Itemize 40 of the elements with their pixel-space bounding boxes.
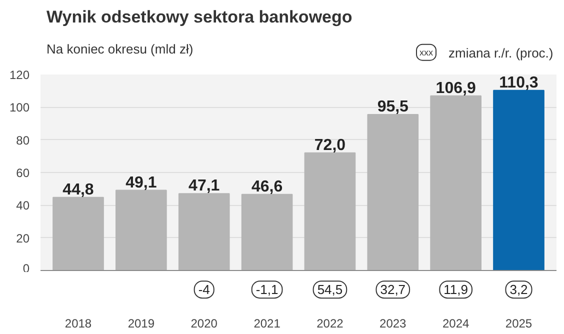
- x-tick-label: 2023: [380, 316, 407, 330]
- chart-subtitle: Na koniec okresu (mld zł): [46, 41, 194, 56]
- x-tick-label: 2022: [316, 316, 344, 330]
- bar: [430, 95, 482, 270]
- data-label: 95,5: [377, 98, 409, 116]
- x-tick-label: 2018: [64, 316, 92, 330]
- x-tick-label: 2019: [128, 316, 155, 330]
- bar: [241, 194, 293, 270]
- x-tick-label: 2025: [505, 316, 532, 330]
- text: 11,9: [444, 282, 468, 298]
- text: 32,7: [380, 282, 406, 298]
- y-tick-label: 20: [16, 231, 30, 246]
- data-label: 44,8: [62, 181, 94, 198]
- x-tick-label: 2020: [190, 316, 218, 330]
- y-tick-label: 120: [9, 68, 30, 82]
- x-tick-label: 2024: [442, 316, 470, 330]
- bar: [493, 90, 544, 270]
- text: -1,1: [256, 282, 278, 298]
- data-label: 47,1: [188, 178, 220, 195]
- text: xxx: [420, 47, 434, 58]
- bar: [367, 114, 419, 270]
- bar: [116, 190, 167, 270]
- data-label: 46,6: [251, 178, 283, 196]
- x-tick-label: 2021: [254, 316, 281, 330]
- data-label: 72,0: [314, 136, 346, 154]
- data-label: 106,9: [436, 80, 476, 97]
- y-tick-label: 80: [16, 133, 30, 148]
- y-tick-label: 40: [16, 198, 30, 213]
- bar: [304, 152, 356, 270]
- y-tick-label: 60: [16, 166, 30, 180]
- data-label: 110,3: [499, 74, 538, 92]
- text: zmiana r./r. (proc.): [448, 45, 554, 60]
- y-tick-label: 100: [9, 100, 30, 115]
- text: 54,5: [317, 282, 343, 298]
- bar: [178, 193, 230, 270]
- text: -4: [198, 282, 210, 298]
- data-label: 49,1: [126, 174, 157, 192]
- bar: [52, 196, 104, 270]
- chart-title: Wynik odsetkowy sektora bankowego: [46, 7, 352, 26]
- text: 3,2: [510, 282, 528, 298]
